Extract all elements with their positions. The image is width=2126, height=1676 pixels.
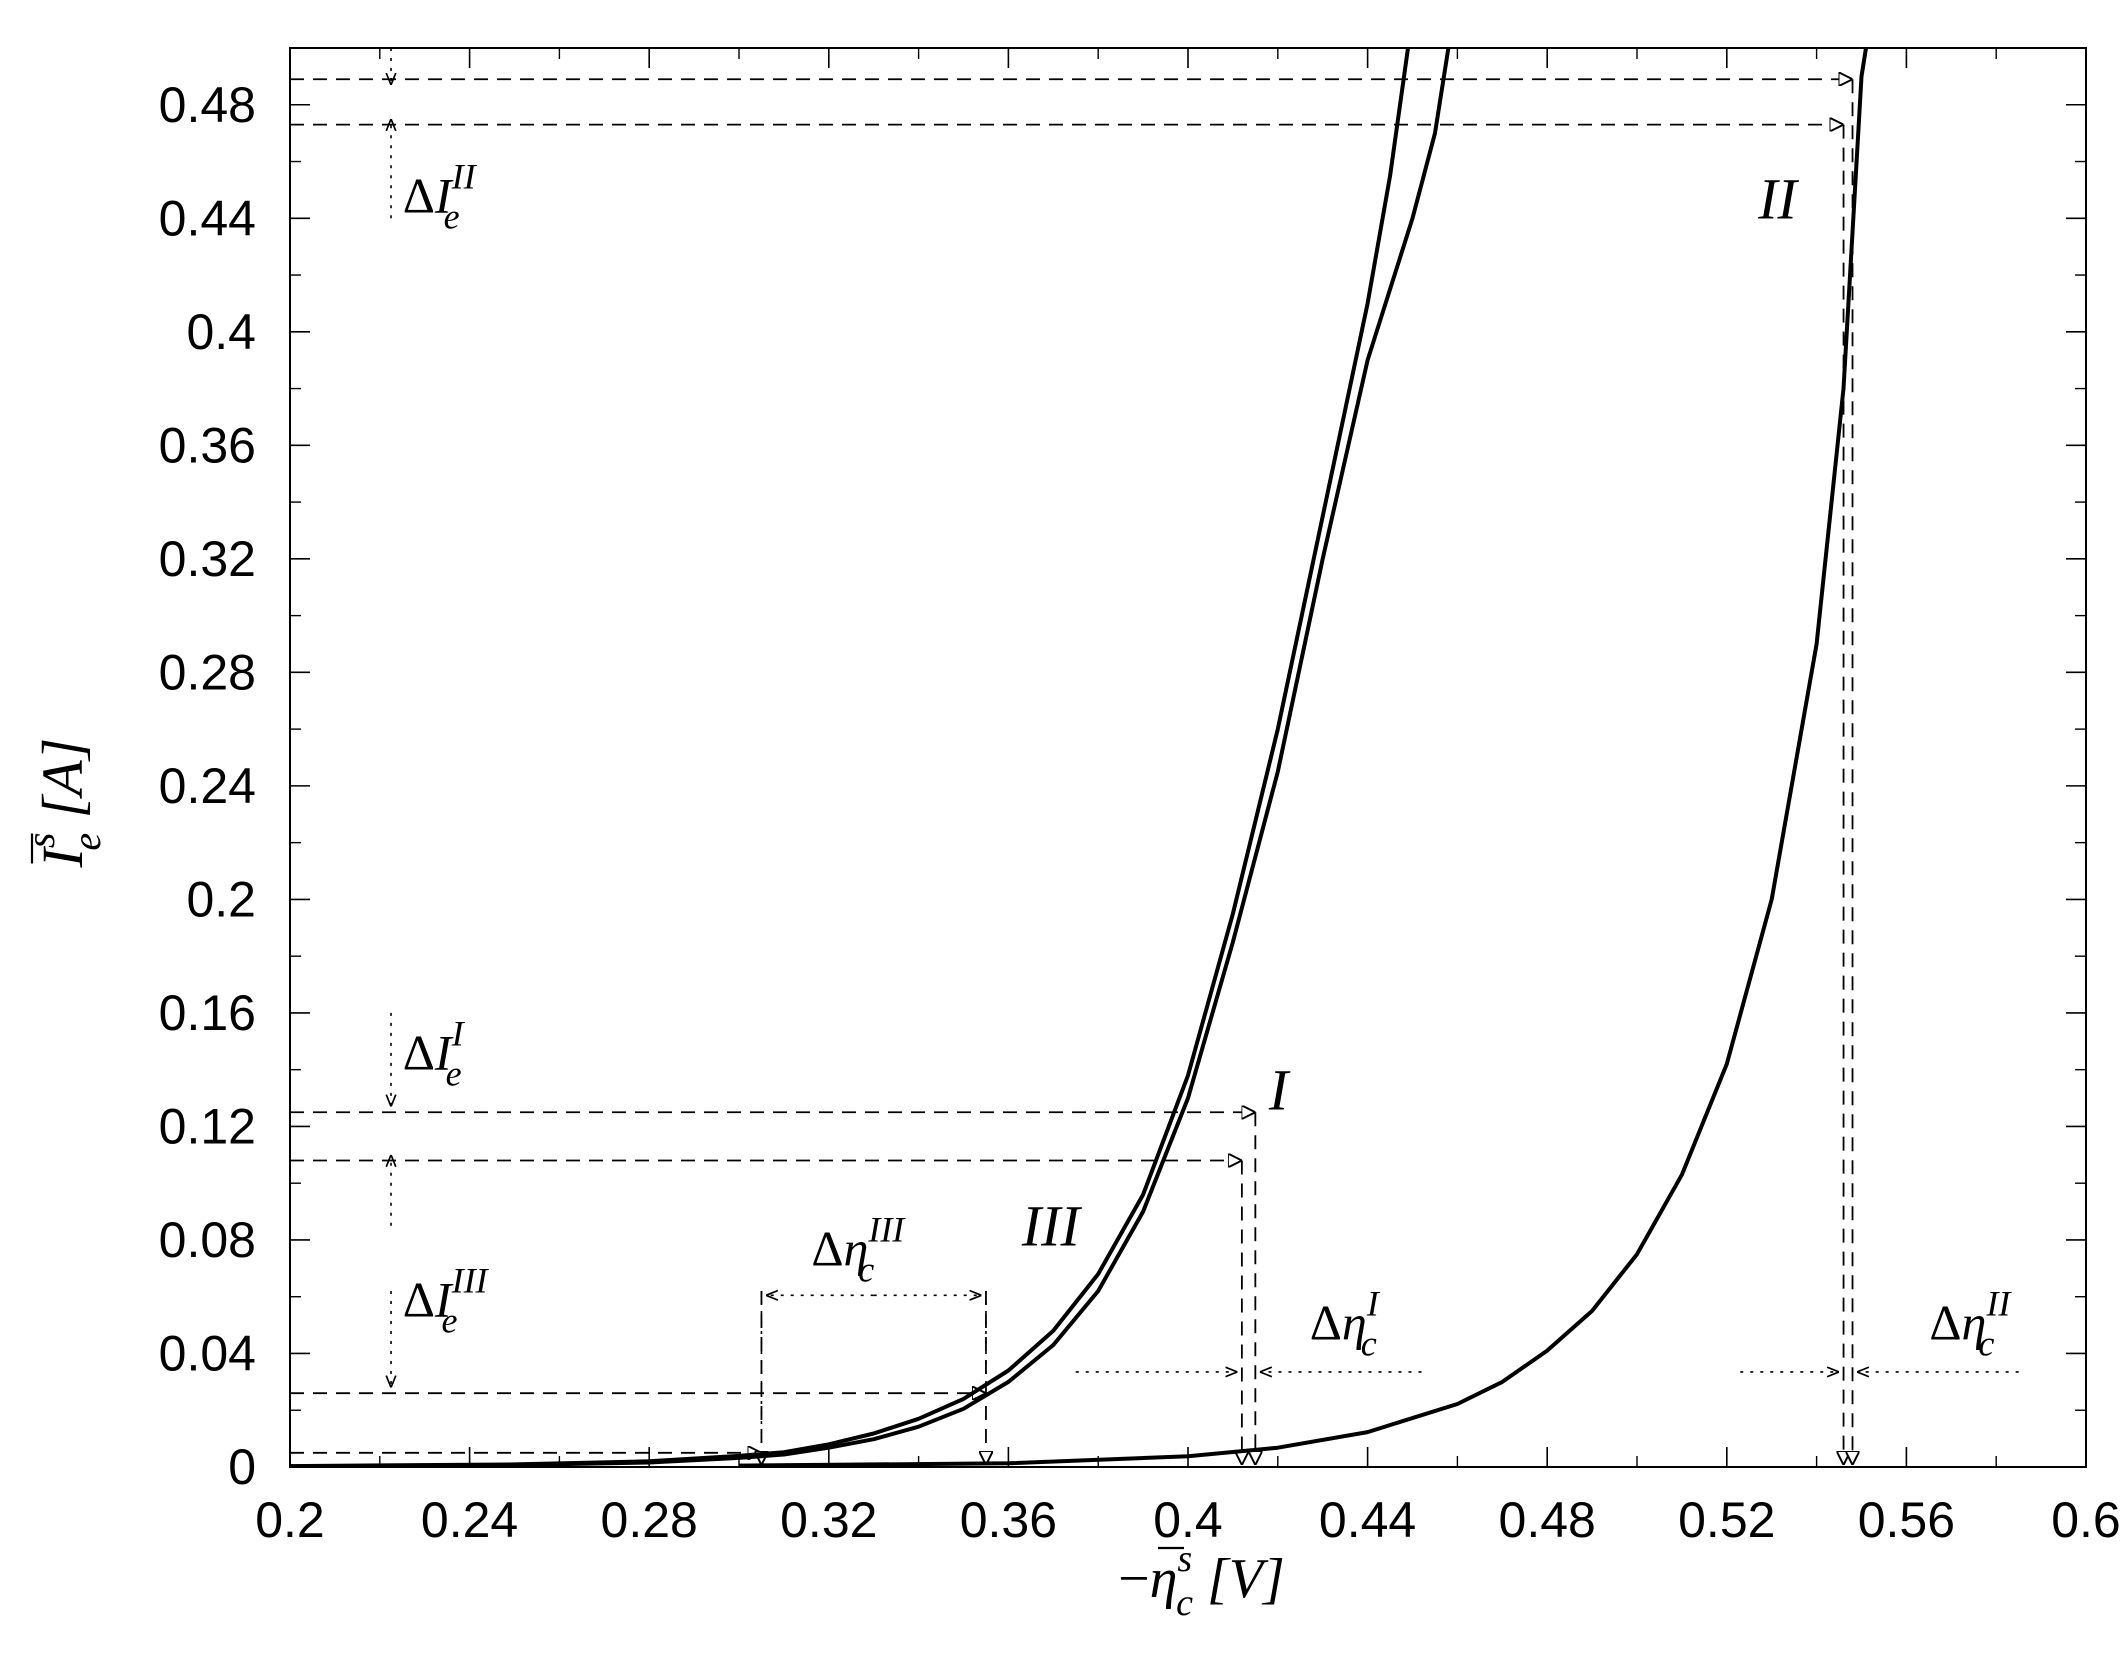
y-tick-label: 0.36	[159, 417, 256, 473]
x-tick-label: 0.44	[1319, 1492, 1416, 1548]
delta-label-dIe_I: ΔII e	[403, 1014, 466, 1094]
x-tick-label: 0.36	[960, 1492, 1057, 1548]
axes-layer: 0.2 0.24 0.28 0.32 0.36 0.4 0.44 0.48 0.52 0.56 0.…	[159, 47, 2121, 1548]
y-axis-label-subscript: e	[64, 833, 109, 851]
delta-label-deta_I: ΔηI c	[1310, 1283, 1381, 1363]
y-tick-label: 0.04	[159, 1325, 256, 1381]
delta-subscript: c	[1978, 1323, 1994, 1363]
x-tick-label: 0.6	[2051, 1492, 2121, 1548]
delta-symbol: Δ	[403, 1272, 435, 1328]
x-tick-label: 0.56	[1858, 1492, 1955, 1548]
y-axis-label: Ise [A]	[18, 738, 109, 869]
y-tick-label: 0.08	[159, 1212, 256, 1268]
series-III-label: III	[1021, 1194, 1083, 1259]
y-axis-label-superscript: s	[18, 833, 63, 849]
delta-label-dIe_II: ΔIII e	[403, 157, 478, 237]
delta-label-dIe_III: ΔIIII e	[403, 1261, 490, 1341]
delta-variable: η	[1962, 1294, 1987, 1350]
delta-variable: I	[434, 1025, 454, 1081]
y-tick-label: 0.4	[186, 304, 256, 360]
x-tick-label: 0.28	[601, 1492, 698, 1548]
x-axis-label-prefix: −	[1118, 1548, 1150, 1610]
y-tick-label: 0.32	[159, 531, 256, 587]
x-axis-label-superscript: s	[1177, 1538, 1192, 1580]
x-tick-label: 0.24	[421, 1492, 518, 1548]
x-tick-label: 0.48	[1499, 1492, 1596, 1548]
series-II-line	[738, 48, 1868, 1467]
y-axis-label-unit: [A]	[30, 738, 95, 833]
delta-variable: I	[434, 1272, 454, 1328]
delta-superscript: I	[1366, 1283, 1381, 1323]
delta-subscript: e	[444, 197, 460, 237]
x-tick-label: 0.2	[255, 1492, 325, 1548]
delta-variable: η	[1342, 1294, 1367, 1350]
x-axis-label-symbol: η	[1150, 1548, 1178, 1610]
delta-subscript: e	[442, 1301, 458, 1341]
x-tick-label: 0.32	[780, 1492, 877, 1548]
y-tick-label: 0.28	[159, 644, 256, 700]
delta-label-deta_III: ΔηIII c	[811, 1210, 906, 1290]
y-axis-label-symbol: I	[30, 846, 95, 869]
delta-superscript: I	[451, 1014, 466, 1054]
series-I-line	[290, 48, 1451, 1467]
y-tick-label: 0.48	[159, 77, 256, 133]
delta-superscript: III	[451, 1261, 490, 1301]
series-I-label: I	[1268, 1057, 1291, 1122]
y-tick-label: 0.24	[159, 758, 256, 814]
annotation-layer	[290, 48, 2019, 1465]
delta-symbol: Δ	[403, 1025, 435, 1081]
delta-superscript: II	[451, 157, 478, 197]
y-axis-label-group: Ise [A]	[18, 738, 109, 869]
delta-symbol: Δ	[1310, 1294, 1342, 1350]
y-tick-label: 0.12	[159, 1098, 256, 1154]
delta-variable: I	[434, 168, 454, 224]
delta-label-deta_II: ΔηII c	[1929, 1283, 2012, 1363]
x-axis-label: −ηs c [V]	[1118, 1538, 1285, 1624]
delta-variable: η	[844, 1221, 869, 1277]
plot-frame	[289, 47, 2087, 1468]
y-tick-label: 0	[228, 1439, 256, 1495]
y-tick-label: 0.2	[186, 871, 256, 927]
series-III-line	[290, 48, 1410, 1467]
x-tick-label: 0.4	[1153, 1492, 1223, 1548]
y-tick-label: 0.16	[159, 985, 256, 1041]
delta-superscript: II	[1985, 1283, 2012, 1323]
delta-subscript: e	[446, 1054, 462, 1094]
delta-symbol: Δ	[811, 1221, 843, 1277]
delta-symbol: Δ	[403, 168, 435, 224]
x-axis-label-unit: [V]	[1193, 1548, 1285, 1610]
x-axis-label-subscript: c	[1176, 1582, 1193, 1624]
y-tick-label: 0.44	[159, 190, 256, 246]
delta-subscript: c	[858, 1250, 874, 1290]
curve-layer	[290, 48, 1868, 1467]
delta-symbol: Δ	[1929, 1294, 1961, 1350]
series-II-label: II	[1757, 166, 1799, 231]
delta-superscript: III	[867, 1210, 906, 1250]
x-tick-label: 0.52	[1678, 1492, 1775, 1548]
delta-subscript: c	[1361, 1323, 1377, 1363]
